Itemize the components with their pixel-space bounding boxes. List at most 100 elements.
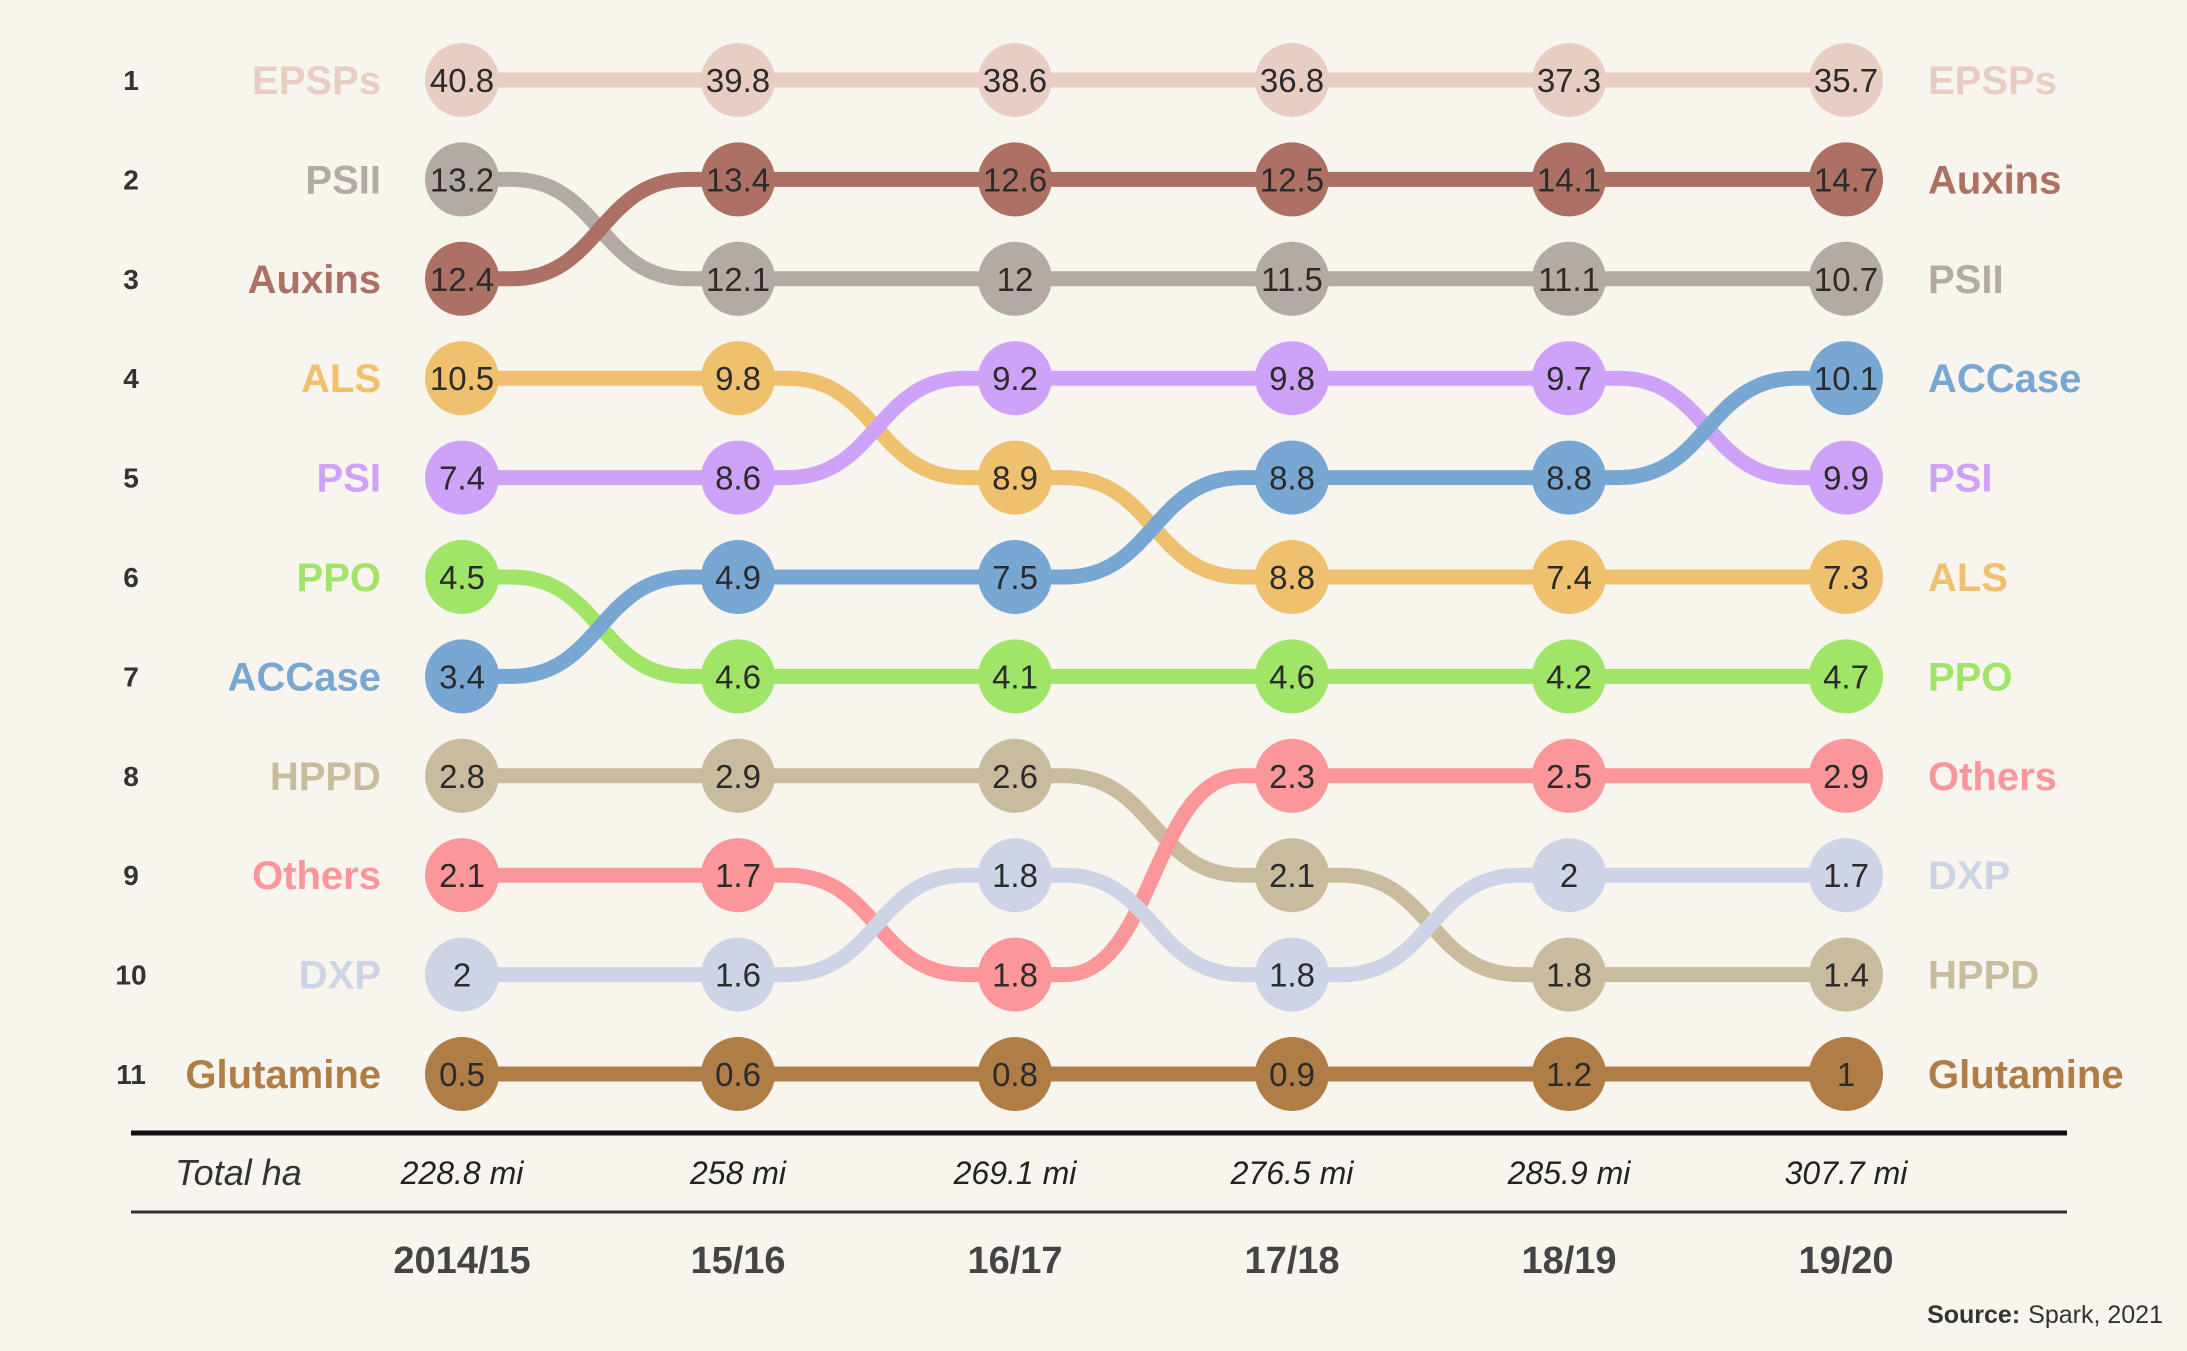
right-series-label: ALS <box>1928 556 2008 600</box>
value-label: 2.6 <box>992 758 1038 795</box>
totals-row: 228.8 mi 258 mi 269.1 mi 276.5 mi 285.9 mi 30… <box>400 1155 1909 1191</box>
left-series-label: ALS <box>301 357 381 401</box>
series-marker <box>425 838 499 913</box>
left-series-label: PPO <box>297 556 381 600</box>
value-label: 8.9 <box>992 460 1038 497</box>
rank-label: 4 <box>123 363 139 394</box>
left-series-label: Others <box>252 854 381 898</box>
series-marker <box>1809 738 1883 813</box>
value-label: 8.8 <box>1269 559 1315 596</box>
source-note: Source: Spark, 2021 <box>1927 1301 2163 1329</box>
total-value: 276.5 mi <box>1230 1155 1355 1191</box>
series-marker <box>1532 639 1606 714</box>
series-line <box>454 569 1854 684</box>
series-marker <box>701 738 775 813</box>
series-marker <box>701 440 775 515</box>
series-marker <box>1532 540 1606 614</box>
period-label: 16/17 <box>967 1240 1062 1282</box>
right-series-label: HPPD <box>1928 954 2039 998</box>
series-marker <box>1809 341 1883 416</box>
series-marker <box>1809 1037 1883 1111</box>
series-marker <box>701 43 775 117</box>
total-value: 228.8 mi <box>400 1155 525 1191</box>
value-label: 2.5 <box>1546 758 1592 795</box>
series-marker <box>1255 142 1329 217</box>
series-marker <box>1809 43 1883 117</box>
value-label: 4.9 <box>715 559 761 596</box>
left-series-label: EPSPs <box>252 59 381 103</box>
series-marker <box>978 1037 1052 1111</box>
series-marker <box>1532 142 1606 217</box>
value-label: 11.5 <box>1261 261 1323 298</box>
value-label: 9.2 <box>992 360 1038 397</box>
right-series-label: PPO <box>1928 655 2012 699</box>
value-label: 0.9 <box>1269 1056 1315 1093</box>
series-marker <box>978 440 1052 515</box>
series-marker <box>701 341 775 416</box>
value-label: 1.8 <box>1546 957 1592 994</box>
value-label: 1.8 <box>992 957 1038 994</box>
series-marker <box>1255 341 1329 416</box>
value-label: 7.4 <box>439 460 485 497</box>
value-label: 14.7 <box>1814 161 1878 198</box>
value-label: 10.7 <box>1814 261 1878 298</box>
value-label: 12.6 <box>983 161 1047 198</box>
series-marker <box>978 142 1052 217</box>
series-marker <box>1255 838 1329 913</box>
value-label: 1.8 <box>1269 957 1315 994</box>
left-series-label: Auxins <box>248 258 381 302</box>
rank-label: 2 <box>123 164 139 195</box>
series-marker <box>1255 43 1329 117</box>
total-value: 307.7 mi <box>1785 1155 1909 1191</box>
total-value: 269.1 mi <box>953 1155 1078 1191</box>
series-line <box>454 171 1854 287</box>
rank-label: 7 <box>123 661 139 692</box>
series-marker <box>1809 241 1883 316</box>
period-label: 18/19 <box>1521 1240 1616 1282</box>
value-label: 2.1 <box>439 857 485 894</box>
value-label: 1.8 <box>992 857 1038 894</box>
value-label: 4.1 <box>992 658 1038 695</box>
series-line <box>454 171 1854 287</box>
value-label: 11.1 <box>1538 261 1600 298</box>
series-marker <box>425 937 499 1012</box>
value-label: 12.1 <box>706 261 770 298</box>
right-series-label: PSII <box>1928 258 2004 302</box>
value-label: 38.6 <box>983 62 1047 99</box>
value-label: 12.5 <box>1260 161 1324 198</box>
rank-label: 5 <box>123 463 139 494</box>
series-marker <box>425 341 499 416</box>
right-series-label: PSI <box>1928 457 1992 501</box>
value-label: 13.4 <box>706 161 770 198</box>
series-marker <box>1809 639 1883 714</box>
series-marker <box>1532 440 1606 515</box>
value-label: 10.1 <box>1814 360 1878 397</box>
series-marker <box>978 43 1052 117</box>
series-marker <box>978 341 1052 416</box>
right-series-label: Glutamine <box>1928 1053 2124 1097</box>
value-label: 2.9 <box>1823 758 1869 795</box>
value-label: 8.8 <box>1546 460 1592 497</box>
value-label: 9.9 <box>1823 460 1869 497</box>
value-label: 1.7 <box>715 857 761 894</box>
series-marker <box>425 639 499 714</box>
series-marker <box>978 738 1052 813</box>
series-marker <box>1809 540 1883 614</box>
value-label: 4.6 <box>1269 658 1315 695</box>
left-series-label: DXP <box>299 954 381 998</box>
series-markers: 40.8 39.8 38.6 36.8 37.3 35.713.212.1 12 11.5 11… <box>425 43 1883 1111</box>
rank-axis: 1 2 3 4 5 6 7 8 9 10 11 <box>115 65 146 1090</box>
value-label: 4.5 <box>439 559 485 596</box>
series-marker <box>1255 738 1329 813</box>
series-marker <box>425 43 499 117</box>
value-label: 0.6 <box>715 1056 761 1093</box>
series-marker <box>701 639 775 714</box>
value-label: 2.1 <box>1269 857 1315 894</box>
value-label: 9.8 <box>715 360 761 397</box>
series-marker <box>978 937 1052 1012</box>
value-label: 9.7 <box>1546 360 1592 397</box>
series-marker <box>1255 540 1329 614</box>
right-series-labels: EPSPs Auxins PSII ACCase PSI ALS PPO Others DXP H… <box>1928 59 2124 1097</box>
value-label: 2.9 <box>715 758 761 795</box>
